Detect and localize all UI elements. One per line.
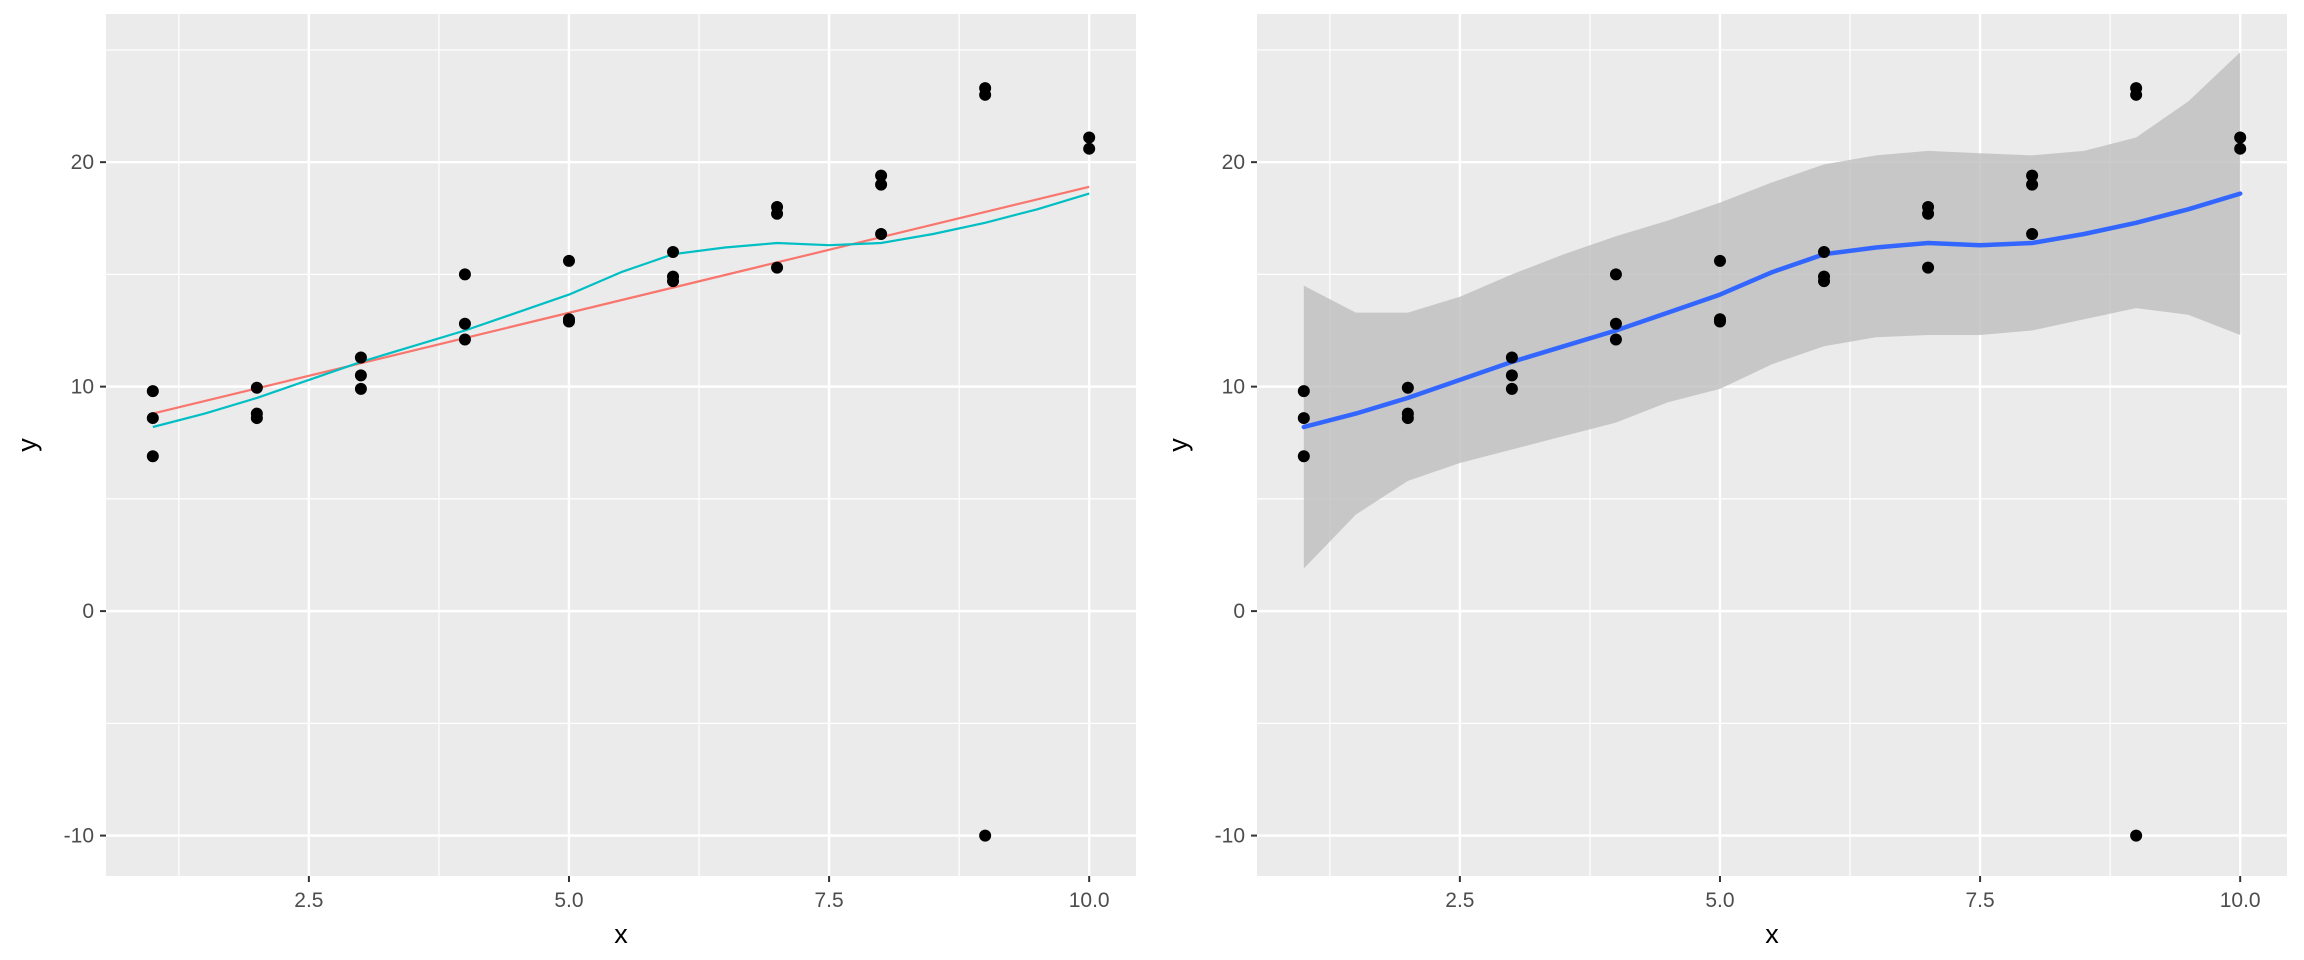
left-data-point: [667, 245, 680, 258]
right-data-point: [1818, 245, 1831, 258]
left-data-point: [562, 254, 575, 267]
right-data-point: [1713, 254, 1726, 267]
left-line-layer: [152, 185, 1090, 429]
right-confidence-ribbon: [1303, 52, 2241, 569]
right-point-layer: [1297, 82, 2247, 842]
right-data-point: [1505, 369, 1518, 382]
right-data-point: [1609, 317, 1622, 330]
right-data-point: [2026, 178, 2039, 191]
right-ribbon-layer: [1303, 52, 2241, 569]
right-data-point: [2234, 131, 2247, 144]
left-data-point: [667, 275, 680, 288]
right-data-point: [2130, 88, 2143, 101]
left-data-point: [250, 381, 263, 394]
right-y-ticks: -10 0 10 20: [1215, 151, 1257, 848]
left-x-ticks: 2.5 5.0 7.5 10.0: [294, 876, 1110, 912]
left-data-point: [250, 412, 263, 425]
left-fit-line-1: [152, 185, 1090, 415]
left-minor-gridlines: [106, 14, 1136, 876]
right-data-point: [2234, 142, 2247, 155]
right-data-point: [1505, 351, 1518, 364]
right-smooth-line: [1301, 191, 2243, 430]
right-data-point: [1713, 315, 1726, 328]
left-y-tick-label: -10: [64, 825, 94, 848]
left-x-tick-label: 7.5: [814, 889, 843, 912]
right-data-point: [1922, 207, 1935, 220]
left-x-tick-label: 10.0: [1069, 889, 1110, 912]
right-data-point: [1297, 412, 1310, 425]
right-x-tick-label: 5.0: [1705, 889, 1734, 912]
right-data-point: [1609, 333, 1622, 346]
left-y-ticks: -10 0 10 20: [64, 151, 106, 848]
left-fit-line-2: [152, 192, 1090, 429]
left-data-point: [979, 88, 992, 101]
right-data-point: [2130, 829, 2143, 842]
right-data-point: [1401, 381, 1414, 394]
left-x-tick-label: 5.0: [554, 889, 583, 912]
left-point-layer: [146, 82, 1096, 842]
left-data-point: [875, 169, 888, 182]
left-data-point: [354, 382, 367, 395]
left-y-tick-label: 20: [71, 151, 94, 174]
left-data-point: [354, 351, 367, 364]
right-data-point: [1922, 261, 1935, 274]
right-y-tick-label: 10: [1222, 376, 1245, 399]
left-y-tick-label: 10: [71, 376, 94, 399]
right-x-axis-title: x: [1765, 919, 1779, 949]
right-y-axis-title: y: [1163, 438, 1193, 452]
left-data-point: [458, 268, 471, 281]
right-data-point: [1505, 382, 1518, 395]
right-panel: 2.5 5.0 7.5 10.0 -10 0 10 20 x y: [1163, 14, 2287, 949]
left-data-point: [875, 178, 888, 191]
left-data-point: [1083, 131, 1096, 144]
right-y-tick-label: 0: [1233, 600, 1245, 623]
left-y-axis-title: y: [12, 438, 42, 452]
left-data-point: [146, 385, 159, 398]
left-x-tick-label: 2.5: [294, 889, 323, 912]
left-data-point: [1083, 142, 1096, 155]
right-data-point: [1297, 385, 1310, 398]
left-data-point: [771, 261, 784, 274]
right-x-ticks: 2.5 5.0 7.5 10.0: [1445, 876, 2261, 912]
right-x-tick-label: 7.5: [1965, 889, 1994, 912]
left-data-point: [146, 412, 159, 425]
left-data-point: [354, 369, 367, 382]
left-data-point: [979, 829, 992, 842]
right-x-tick-label: 2.5: [1445, 889, 1474, 912]
right-data-point: [2026, 169, 2039, 182]
left-panel-background: [106, 14, 1136, 876]
right-data-point: [1818, 275, 1831, 288]
left-major-gridlines: [106, 14, 1136, 876]
right-data-point: [2026, 227, 2039, 240]
right-data-point: [1297, 450, 1310, 463]
left-panel: 2.5 5.0 7.5 10.0 -10 0 10 20 x y: [12, 14, 1136, 949]
left-data-point: [771, 207, 784, 220]
right-line-layer: [1301, 191, 2243, 430]
left-y-tick-label: 0: [82, 600, 94, 623]
left-data-point: [458, 333, 471, 346]
left-data-point: [875, 227, 888, 240]
right-data-point: [1401, 412, 1414, 425]
left-x-axis-title: x: [614, 919, 628, 949]
right-y-tick-label: -10: [1215, 825, 1245, 848]
right-x-tick-label: 10.0: [2220, 889, 2261, 912]
left-data-point: [146, 450, 159, 463]
right-data-point: [1609, 268, 1622, 281]
left-data-point: [562, 315, 575, 328]
right-y-tick-label: 20: [1222, 151, 1245, 174]
left-data-point: [458, 317, 471, 330]
